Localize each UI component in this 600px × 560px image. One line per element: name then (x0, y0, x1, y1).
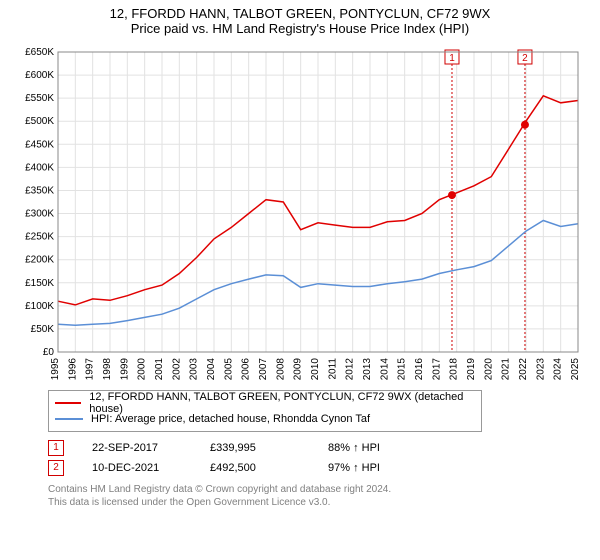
chart-title-block: 12, FFORDD HANN, TALBOT GREEN, PONTYCLUN… (0, 0, 600, 36)
svg-text:1998: 1998 (102, 358, 113, 381)
svg-text:£200K: £200K (25, 255, 54, 266)
svg-text:2009: 2009 (293, 358, 304, 381)
legend-label-hpi: HPI: Average price, detached house, Rhon… (91, 413, 370, 425)
legend-row-property: 12, FFORDD HANN, TALBOT GREEN, PONTYCLUN… (55, 395, 475, 411)
sale-tag-1: 1 (48, 440, 64, 456)
sale-date-1: 22-SEP-2017 (92, 442, 182, 454)
svg-text:1: 1 (449, 53, 455, 64)
legend-label-property: 12, FFORDD HANN, TALBOT GREEN, PONTYCLUN… (89, 391, 475, 415)
svg-text:2018: 2018 (449, 358, 460, 381)
svg-text:2012: 2012 (345, 358, 356, 381)
svg-text:1996: 1996 (67, 358, 78, 381)
svg-text:2011: 2011 (327, 358, 338, 380)
svg-text:2014: 2014 (379, 358, 390, 381)
svg-text:£600K: £600K (25, 70, 54, 81)
chart-area: £0 £50K £100K £150K £200K £250K £300K £350K £400… (10, 42, 590, 382)
svg-text:2013: 2013 (362, 358, 373, 381)
svg-text:2025: 2025 (570, 358, 581, 381)
svg-text:£350K: £350K (25, 185, 54, 196)
svg-text:1997: 1997 (85, 358, 96, 381)
svg-text:£100K: £100K (25, 301, 54, 312)
sale-ratio-2: 97% ↑ HPI (328, 462, 418, 474)
svg-text:2019: 2019 (466, 358, 477, 381)
svg-text:£450K: £450K (25, 139, 54, 150)
svg-text:2023: 2023 (535, 358, 546, 381)
legend: 12, FFORDD HANN, TALBOT GREEN, PONTYCLUN… (48, 390, 482, 432)
chart-title-line2: Price paid vs. HM Land Registry's House … (0, 21, 600, 36)
svg-text:£150K: £150K (25, 278, 54, 289)
svg-text:£50K: £50K (31, 324, 55, 335)
svg-text:£550K: £550K (25, 93, 54, 104)
svg-text:2001: 2001 (154, 358, 165, 381)
svg-text:2006: 2006 (241, 358, 252, 381)
sales-row-1: 1 22-SEP-2017 £339,995 88% ↑ HPI (48, 438, 590, 458)
svg-text:1999: 1999 (119, 358, 130, 381)
license-text: Contains HM Land Registry data © Crown c… (48, 484, 590, 509)
svg-text:2024: 2024 (553, 358, 564, 381)
svg-text:2008: 2008 (275, 358, 286, 381)
sale-ratio-1: 88% ↑ HPI (328, 442, 418, 454)
price-chart-svg: £0 £50K £100K £150K £200K £250K £300K £350K £400… (10, 42, 590, 382)
chart-title-line1: 12, FFORDD HANN, TALBOT GREEN, PONTYCLUN… (0, 6, 600, 21)
svg-text:1995: 1995 (50, 358, 61, 381)
legend-swatch-property (55, 402, 81, 404)
svg-text:£400K: £400K (25, 162, 54, 173)
legend-swatch-hpi (55, 418, 83, 420)
svg-text:2020: 2020 (483, 358, 494, 381)
svg-text:2010: 2010 (310, 358, 321, 381)
svg-text:£0: £0 (43, 347, 55, 358)
sale-date-2: 10-DEC-2021 (92, 462, 182, 474)
svg-text:2016: 2016 (414, 358, 425, 381)
svg-text:2015: 2015 (397, 358, 408, 381)
svg-text:2000: 2000 (137, 358, 148, 381)
sale-price-2: £492,500 (210, 462, 300, 474)
sale-price-1: £339,995 (210, 442, 300, 454)
svg-text:£650K: £650K (25, 47, 54, 58)
svg-text:2003: 2003 (189, 358, 200, 381)
sales-table: 1 22-SEP-2017 £339,995 88% ↑ HPI 2 10-DE… (48, 438, 590, 478)
svg-text:£250K: £250K (25, 232, 54, 243)
license-line1: Contains HM Land Registry data © Crown c… (48, 484, 590, 497)
svg-text:2022: 2022 (518, 358, 529, 381)
svg-text:£300K: £300K (25, 209, 54, 220)
svg-text:2017: 2017 (431, 358, 442, 381)
license-line2: This data is licensed under the Open Gov… (48, 497, 590, 510)
sales-row-2: 2 10-DEC-2021 £492,500 97% ↑ HPI (48, 458, 590, 478)
svg-text:2: 2 (522, 53, 528, 64)
svg-text:2021: 2021 (501, 358, 512, 381)
sale-tag-2: 2 (48, 460, 64, 476)
svg-text:2002: 2002 (171, 358, 182, 381)
svg-text:2004: 2004 (206, 358, 217, 381)
svg-text:2005: 2005 (223, 358, 234, 381)
svg-text:2007: 2007 (258, 358, 269, 381)
svg-text:£500K: £500K (25, 116, 54, 127)
